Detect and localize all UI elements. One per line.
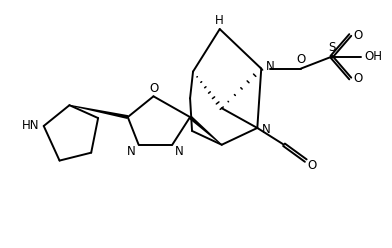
Text: O: O bbox=[307, 159, 316, 172]
Text: O: O bbox=[150, 82, 159, 95]
Text: O: O bbox=[354, 72, 363, 85]
Text: N: N bbox=[175, 145, 183, 158]
Text: O: O bbox=[354, 29, 363, 41]
Text: OH: OH bbox=[364, 50, 382, 63]
Text: HN: HN bbox=[22, 120, 40, 132]
Polygon shape bbox=[69, 105, 128, 119]
Polygon shape bbox=[189, 116, 222, 145]
Text: H: H bbox=[215, 14, 224, 27]
Text: O: O bbox=[296, 53, 305, 66]
Text: S: S bbox=[328, 41, 335, 54]
Text: N: N bbox=[127, 145, 136, 158]
Text: N: N bbox=[266, 60, 274, 73]
Text: N: N bbox=[262, 124, 270, 136]
